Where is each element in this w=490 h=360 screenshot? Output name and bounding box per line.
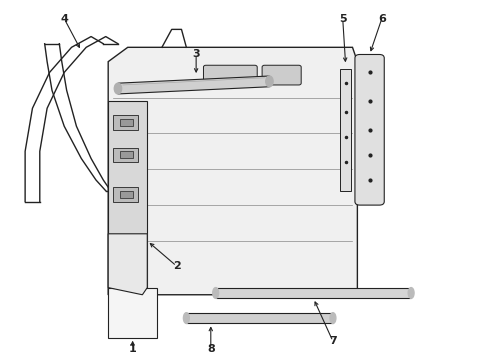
Text: 6: 6 <box>378 14 386 24</box>
FancyBboxPatch shape <box>262 65 301 85</box>
Text: 2: 2 <box>172 261 180 271</box>
Ellipse shape <box>114 83 122 94</box>
Polygon shape <box>108 101 147 295</box>
Polygon shape <box>118 76 270 94</box>
Ellipse shape <box>408 288 414 298</box>
Polygon shape <box>108 234 147 295</box>
Polygon shape <box>108 47 357 295</box>
FancyBboxPatch shape <box>355 54 384 205</box>
Text: 3: 3 <box>193 49 200 59</box>
Bar <box>340 69 351 191</box>
Text: 1: 1 <box>129 343 137 354</box>
Text: 4: 4 <box>60 14 68 24</box>
Bar <box>113 116 138 130</box>
Ellipse shape <box>266 76 273 87</box>
Bar <box>121 191 133 198</box>
Ellipse shape <box>183 313 189 323</box>
Bar <box>216 288 411 298</box>
Bar <box>186 313 333 323</box>
FancyBboxPatch shape <box>203 65 257 85</box>
Bar <box>121 119 133 126</box>
Bar <box>113 187 138 202</box>
Text: 7: 7 <box>329 336 337 346</box>
Ellipse shape <box>213 288 219 298</box>
Text: 5: 5 <box>339 14 346 24</box>
Bar <box>121 151 133 158</box>
Polygon shape <box>108 288 157 338</box>
Text: 8: 8 <box>207 343 215 354</box>
Ellipse shape <box>330 313 336 323</box>
Bar <box>113 148 138 162</box>
